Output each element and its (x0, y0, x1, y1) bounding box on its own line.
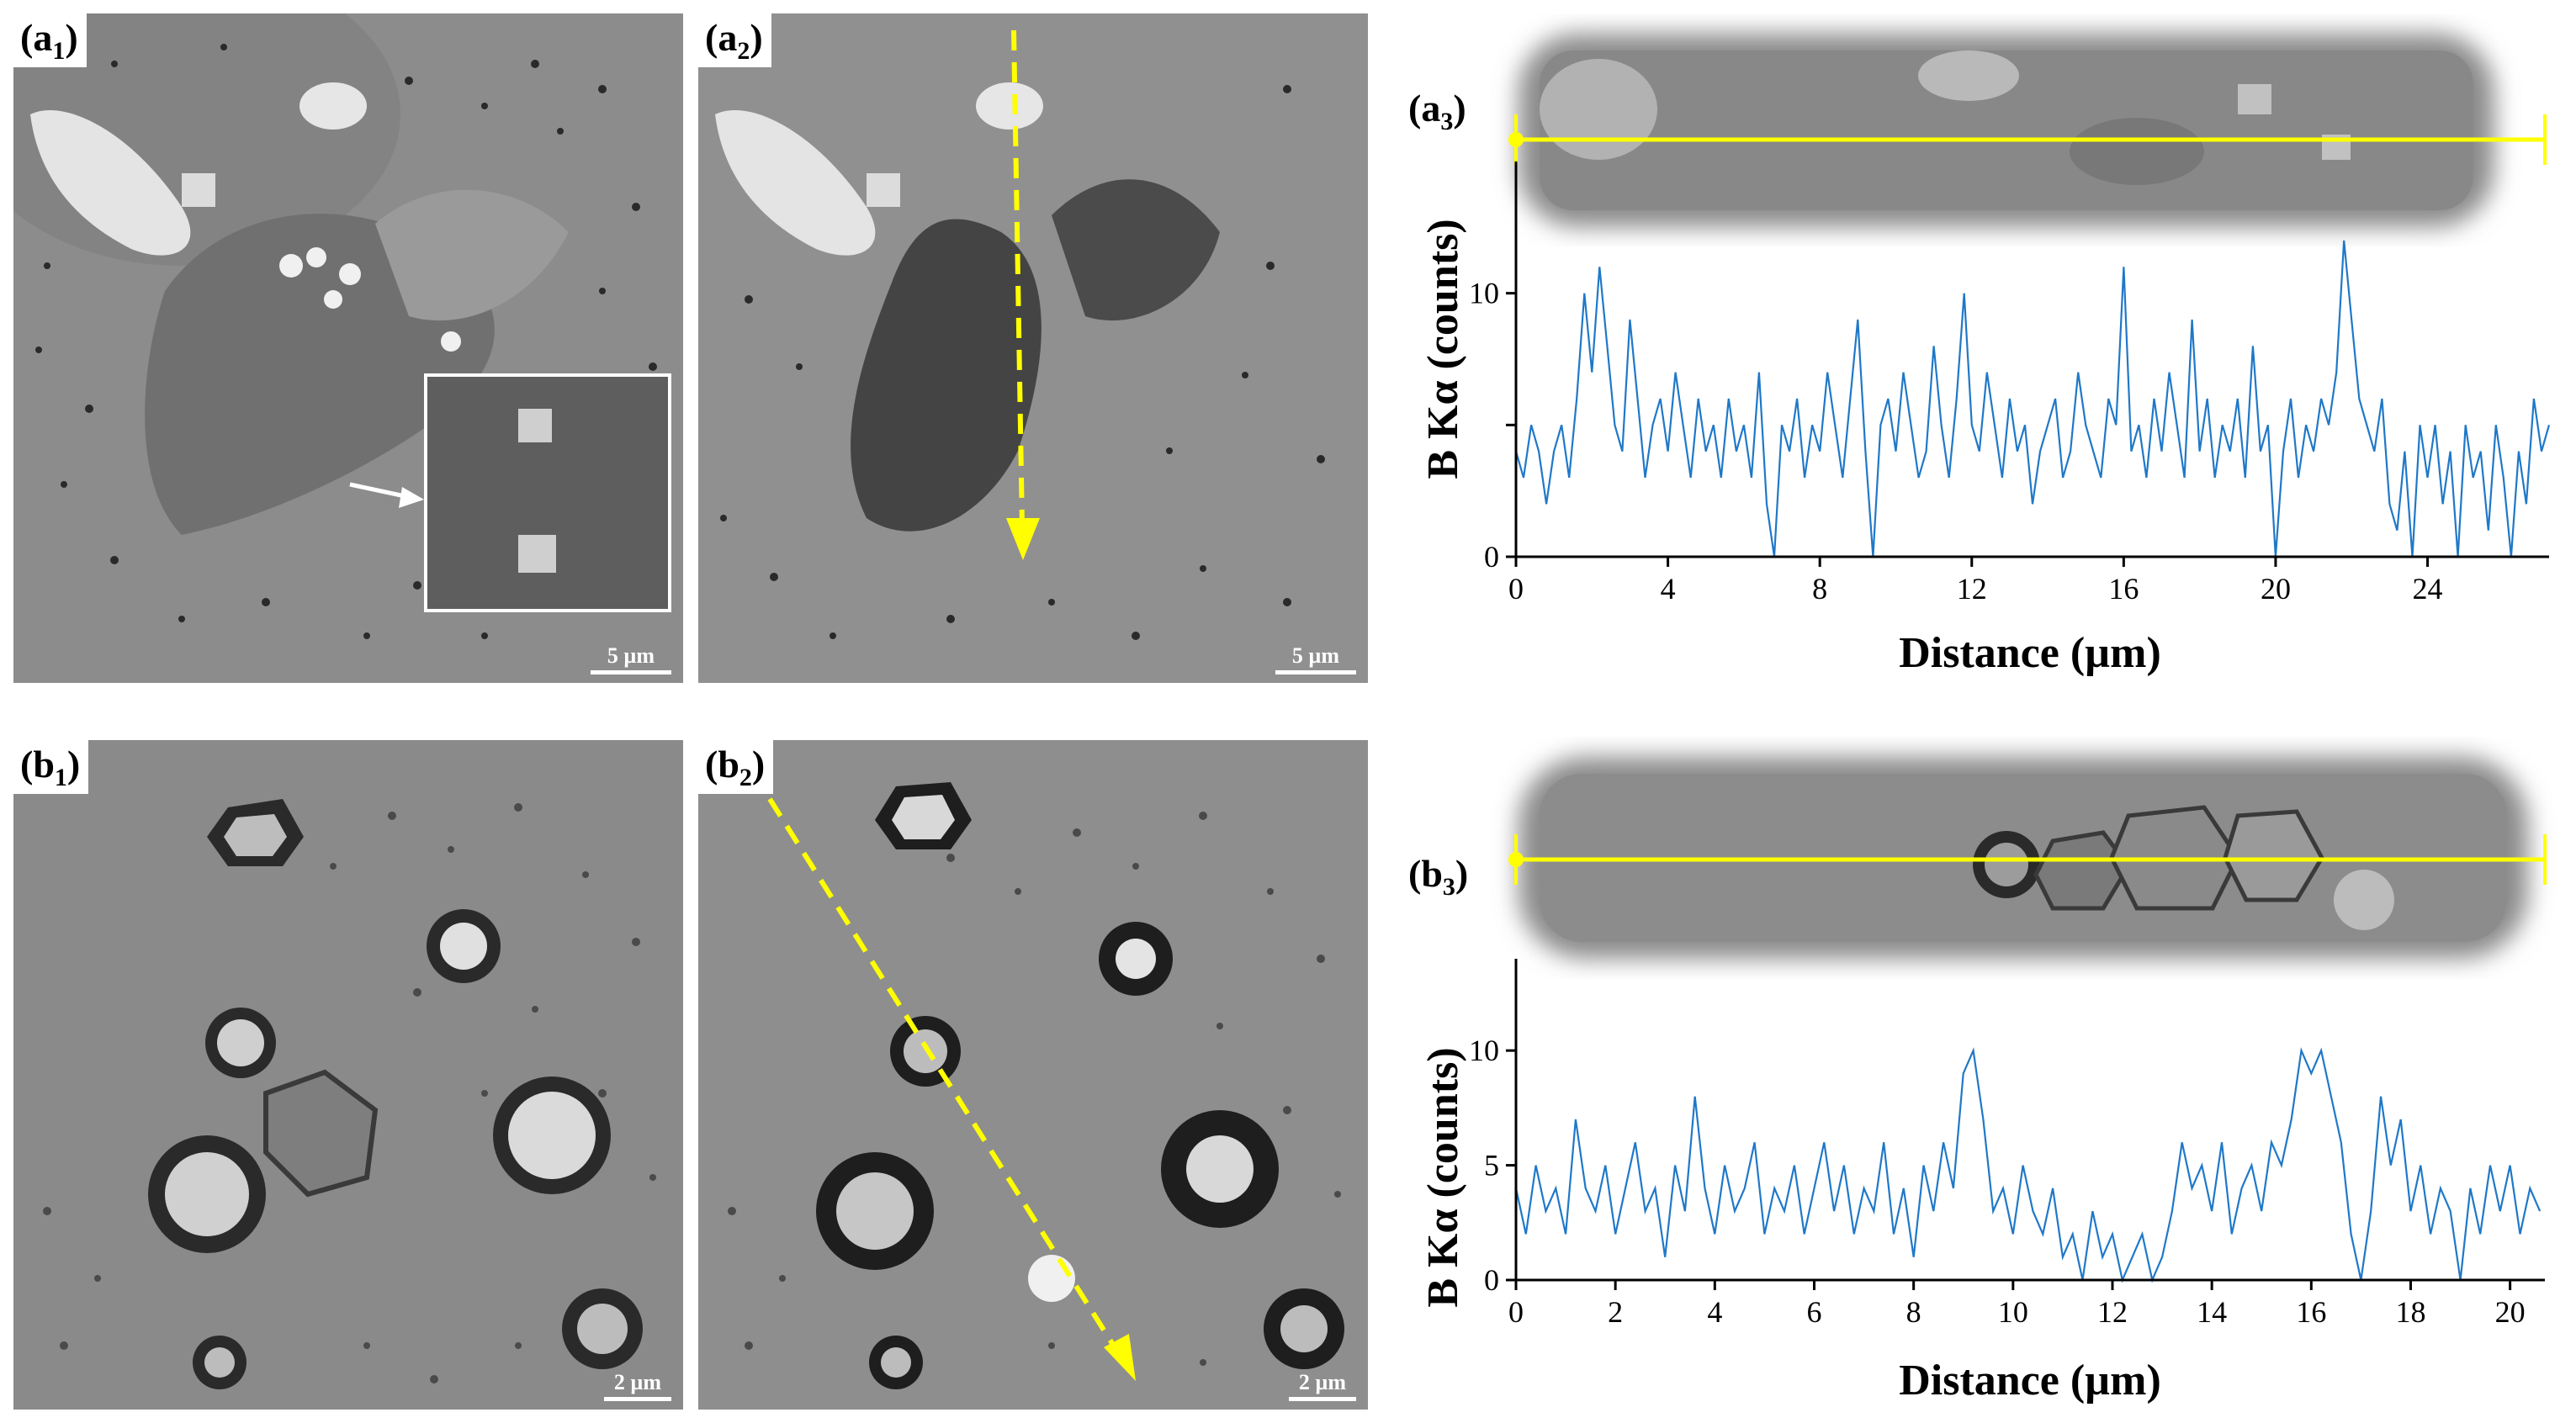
x-tick-label: 20 (2495, 1295, 2526, 1329)
panel-label-b3: (b3) (1402, 849, 1477, 904)
x-tick-label: 16 (2296, 1295, 2326, 1329)
scale-bar-b1: 2 µm (604, 1372, 671, 1401)
x-tick-label: 18 (2395, 1295, 2425, 1329)
y-tick-label: 5 (1484, 1149, 1499, 1182)
series-line (1514, 1047, 2542, 1283)
x-tick-label: 2 (1608, 1295, 1623, 1329)
x-tick-label: 14 (2197, 1295, 2227, 1329)
scale-bar-b2: 2 µm (1289, 1372, 1356, 1401)
x-tick-label: 8 (1906, 1295, 1921, 1329)
sem-texture-a1 (13, 13, 683, 683)
inset-arrow (349, 482, 410, 500)
scale-bar-label: 2 µm (613, 1370, 662, 1394)
y-tick-label: 0 (1484, 1263, 1499, 1297)
x-tick-label: 20 (2261, 572, 2291, 606)
panel-label-a3: (a3) (1402, 84, 1475, 139)
panel-label-b1: (b1) (13, 740, 89, 795)
x-tick-label: 0 (1508, 572, 1524, 606)
y-tick-label: 10 (1469, 1034, 1499, 1067)
scale-bar-label: 5 µm (1291, 643, 1340, 668)
panel-label-a1: (a1) (13, 13, 87, 68)
x-axis-label: Distance (µm) (1899, 629, 2161, 677)
x-tick-label: 4 (1661, 572, 1676, 606)
linescan-arrow (767, 797, 1121, 1356)
sem-image-a2: (a2) 5 µm (698, 13, 1368, 683)
linescan-start-dot (1508, 132, 1524, 147)
chart-svg-b3: 0 2 4 6 8 10 12 14 16 18 20 0 5 10 Distance (µm) B Kα… (1419, 757, 2547, 1404)
x-tick-label: 8 (1812, 572, 1827, 606)
series-line (1514, 240, 2551, 558)
sem-texture-b2 (698, 740, 1368, 1410)
sem-texture-b1 (13, 740, 683, 1410)
sem-texture-a2 (698, 13, 1368, 683)
x-tick-label: 16 (2108, 572, 2139, 606)
x-tick-label: 12 (1957, 572, 1987, 606)
y-tick-label: 10 (1469, 277, 1499, 310)
linescan-chart-b3: 0 2 4 6 8 10 12 14 16 18 20 0 5 10 Distance (µm) B Kα… (1380, 740, 2566, 1413)
sem-image-a1: (a1) 5 µm (13, 13, 683, 683)
scale-bar-label: 2 µm (1298, 1370, 1347, 1394)
linescan-arrow (1011, 29, 1025, 527)
panel-label-a2: (a2) (698, 13, 771, 68)
x-tick-label: 24 (2413, 572, 2443, 606)
sem-image-b1: (b1) 2 µm (13, 740, 683, 1410)
y-axis-label: B Kα (counts) (1419, 219, 1467, 479)
sem-image-b2: (b2) 2 µm (698, 740, 1368, 1410)
linescan-start-dot (1508, 852, 1524, 867)
y-tick-label: 0 (1484, 540, 1499, 574)
scale-bar-a1: 5 µm (591, 645, 671, 674)
x-tick-label: 6 (1806, 1295, 1821, 1329)
linescan-image-strip (1519, 34, 2494, 227)
linescan-chart-a3: 0 4 8 12 16 20 24 0 10 Distance (µm) B Kα (count… (1380, 17, 2566, 690)
chart-svg-a3: 0 4 8 12 16 20 24 0 10 Distance (µm) B Kα (count… (1419, 34, 2551, 677)
x-tick-label: 0 (1508, 1295, 1524, 1329)
scale-bar-a2: 5 µm (1275, 645, 1356, 674)
x-tick-label: 10 (1998, 1295, 2028, 1329)
x-tick-label: 4 (1707, 1295, 1722, 1329)
y-axis-label: B Kα (counts) (1419, 1047, 1467, 1307)
x-tick-label: 12 (2097, 1295, 2128, 1329)
panel-label-b2: (b2) (698, 740, 774, 795)
x-axis-label: Distance (µm) (1899, 1357, 2161, 1404)
scale-bar-label: 5 µm (607, 643, 655, 668)
